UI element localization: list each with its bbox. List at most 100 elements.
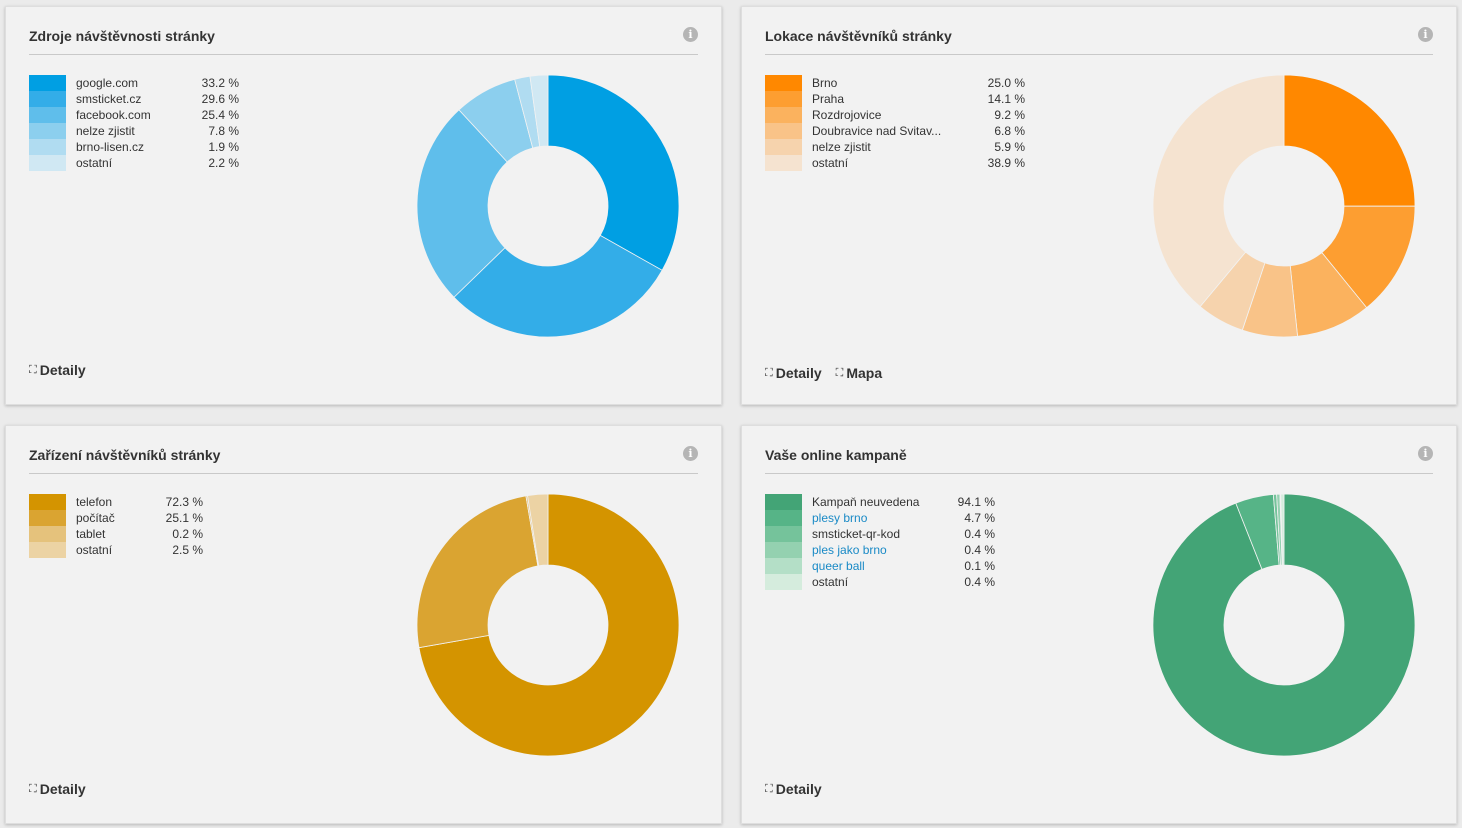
legend-label: ostatní <box>812 156 849 170</box>
panel-online-campaigns: Vaše online kampaně i Kampaň neuvedena 94… <box>741 425 1457 824</box>
donut-slice[interactable] <box>527 493 549 567</box>
legend-swatch <box>29 526 66 542</box>
legend-swatch <box>765 510 802 526</box>
legend-swatch <box>765 75 802 91</box>
info-icon[interactable]: i <box>1418 446 1433 461</box>
legend-percentage: 29.6 % <box>201 92 239 106</box>
donut-slice[interactable] <box>529 74 549 148</box>
legend-swatch <box>765 494 802 510</box>
footer-links: ⛶ Detaily ⛶ Mapa <box>765 365 882 381</box>
legend-swatch <box>29 155 66 171</box>
panel-title: Zařízení návštěvníků stránky <box>29 447 221 463</box>
donut-slice[interactable] <box>1283 74 1416 207</box>
legend-label: smsticket.cz <box>76 92 142 106</box>
legend-label: nelze zjistit <box>76 124 135 138</box>
panel-traffic-sources: Zdroje návštěvnosti stránky i google.com… <box>5 6 722 405</box>
legend-percentage: 5.9 % <box>994 140 1025 154</box>
panel-title: Vaše online kampaně <box>765 447 907 463</box>
legend-label: telefon <box>76 495 113 509</box>
legend-swatch <box>29 107 66 123</box>
legend-label: počítač <box>76 511 115 525</box>
divider <box>29 473 698 474</box>
footer-links: ⛶ Detaily <box>765 781 822 797</box>
legend-swatch <box>765 526 802 542</box>
legend-label: Rozdrojovice <box>812 108 882 122</box>
legend-percentage: 33.2 % <box>201 76 239 90</box>
panel-title: Zdroje návštěvnosti stránky <box>29 28 215 44</box>
legend-label: ostatní <box>76 543 113 557</box>
legend-label[interactable]: ples jako brno <box>812 543 887 557</box>
legend-percentage: 6.8 % <box>994 124 1025 138</box>
legend-swatch <box>29 139 66 155</box>
divider <box>765 54 1433 55</box>
legend-percentage: 25.1 % <box>165 511 203 525</box>
legend-percentage: 1.9 % <box>208 140 239 154</box>
detaily-link[interactable]: ⛶ Detaily <box>29 781 86 797</box>
legend-swatch <box>765 139 802 155</box>
info-icon[interactable]: i <box>683 27 698 42</box>
donut-slice[interactable] <box>416 109 508 298</box>
legend-label: tablet <box>76 527 106 541</box>
legend-percentage: 0.2 % <box>172 527 203 541</box>
legend-label[interactable]: plesy brno <box>812 511 868 525</box>
donut-slice[interactable] <box>1280 493 1285 566</box>
donut-slice[interactable] <box>418 493 680 757</box>
legend-label: Brno <box>812 76 838 90</box>
mapa-link[interactable]: ⛶ Mapa <box>836 365 883 381</box>
legend-label: facebook.com <box>76 108 151 122</box>
detaily-link[interactable]: ⛶ Detaily <box>765 781 822 797</box>
legend-swatch <box>765 91 802 107</box>
legend-percentage: 72.3 % <box>165 495 203 509</box>
detaily-link[interactable]: ⛶ Detaily <box>765 365 822 381</box>
legend-percentage: 4.7 % <box>964 511 995 525</box>
legend-label: google.com <box>76 76 139 90</box>
legend-label: smsticket-qr-kod <box>812 527 901 541</box>
donut-slice[interactable] <box>1152 493 1416 757</box>
legend-percentage: 38.9 % <box>987 156 1025 170</box>
legend-label: Doubravice nad Svitav... <box>812 124 942 138</box>
expand-icon: ⛶ <box>835 366 844 379</box>
expand-icon: ⛶ <box>765 782 773 795</box>
footer-links: ⛶ Detaily <box>29 781 86 797</box>
divider <box>765 473 1433 474</box>
legend-swatch <box>29 91 66 107</box>
expand-icon: ⛶ <box>29 782 37 795</box>
panel-visitor-locations: Lokace návštěvníků stránky i Brno 25.0 % P… <box>741 6 1457 405</box>
info-icon[interactable]: i <box>1418 27 1433 42</box>
legend-percentage: 0.1 % <box>964 559 995 573</box>
legend-percentage: 25.4 % <box>201 108 239 122</box>
legend-percentage: 2.5 % <box>172 543 203 557</box>
legend-swatch <box>765 107 802 123</box>
legend-label: ostatní <box>76 156 113 170</box>
legend-percentage: 94.1 % <box>957 495 995 509</box>
legend-swatch <box>29 75 66 91</box>
legend-percentage: 2.2 % <box>208 156 239 170</box>
footer-links: ⛶ Detaily <box>29 362 86 378</box>
info-icon[interactable]: i <box>683 446 698 461</box>
legend-swatch <box>29 510 66 526</box>
donut-chart <box>1152 493 1416 757</box>
legend-label: Kampaň neuvedena <box>812 495 920 509</box>
donut-slice[interactable] <box>1152 74 1285 308</box>
detaily-link[interactable]: ⛶ Detaily <box>29 362 86 378</box>
legend-percentage: 14.1 % <box>987 92 1025 106</box>
legend-percentage: 0.4 % <box>964 527 995 541</box>
legend-swatch <box>765 155 802 171</box>
legend-label: brno-lisen.cz <box>76 140 145 154</box>
donut-slice[interactable] <box>416 495 539 649</box>
legend-label: nelze zjistit <box>812 140 871 154</box>
link-label: Detaily <box>775 781 822 797</box>
legend-label: Praha <box>812 92 845 106</box>
legend-label: ostatní <box>812 575 849 589</box>
legend-label[interactable]: queer ball <box>812 559 865 573</box>
link-label: Detaily <box>39 781 86 797</box>
panel-visitor-devices: Zařízení návštěvníků stránky i telefon 72… <box>5 425 722 824</box>
panel-title: Lokace návštěvníků stránky <box>765 28 952 44</box>
donut-slice[interactable] <box>547 74 680 271</box>
legend-percentage: 7.8 % <box>208 124 239 138</box>
donut-slice[interactable] <box>453 234 663 338</box>
legend-swatch <box>29 494 66 510</box>
legend-percentage: 0.4 % <box>964 575 995 589</box>
divider <box>29 54 698 55</box>
link-label: Detaily <box>775 365 822 381</box>
